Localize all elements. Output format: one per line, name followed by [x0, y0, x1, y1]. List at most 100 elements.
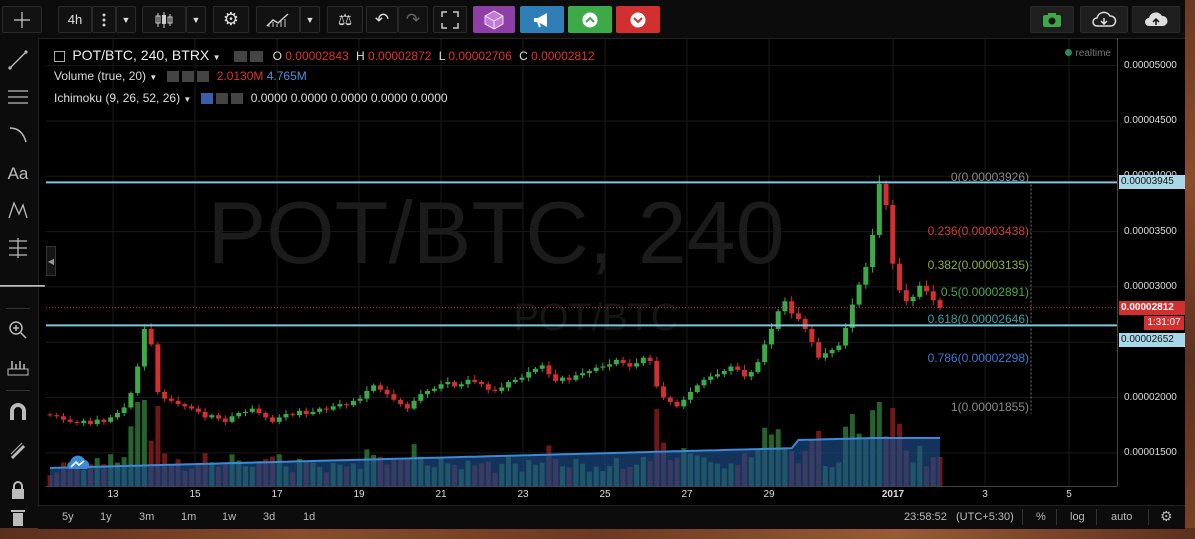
- candle: [627, 363, 633, 367]
- redo-button[interactable]: ↷: [398, 6, 428, 33]
- percent-toggle[interactable]: %: [1036, 511, 1046, 523]
- zoom-tool[interactable]: [4, 316, 32, 344]
- eye-icon[interactable]: [166, 71, 179, 83]
- candle: [465, 379, 471, 385]
- settings-button[interactable]: ⚙: [213, 6, 249, 33]
- chevron-down-icon[interactable]: ▼: [149, 73, 158, 82]
- candle: [317, 408, 323, 412]
- buy-button[interactable]: [568, 6, 612, 33]
- candle: [917, 285, 923, 297]
- settings-icon[interactable]: [250, 51, 264, 63]
- price-tick: 0.00004500: [1124, 114, 1177, 126]
- time-tick: 3: [982, 489, 988, 500]
- measure-tool[interactable]: [4, 354, 32, 382]
- close-icon[interactable]: [231, 93, 244, 105]
- candle: [802, 318, 808, 329]
- chart-style-button[interactable]: [142, 6, 186, 33]
- trash-icon: [11, 510, 25, 526]
- low-value: 0.00002706: [448, 49, 512, 63]
- range-3m[interactable]: 3m: [139, 511, 155, 523]
- crosshair-button[interactable]: [2, 6, 42, 33]
- settings-icon[interactable]: [216, 93, 229, 105]
- trash-tool[interactable]: [4, 508, 32, 526]
- range-1w[interactable]: 1w: [222, 511, 237, 523]
- candle: [155, 344, 161, 392]
- price-axis[interactable]: 0.000050000.000045000.000040000.00003500…: [1117, 38, 1186, 486]
- ichimoku-legend: Ichimoku (9, 26, 52, 26) ▼ 0.0000 0.0000…: [54, 91, 448, 105]
- snapshot-button[interactable]: [1030, 6, 1074, 33]
- price-label-top-line: 0.00003945: [1119, 175, 1185, 190]
- candle: [640, 357, 646, 364]
- candle: [357, 398, 363, 401]
- eye-icon[interactable]: [233, 51, 247, 63]
- candle: [189, 406, 195, 409]
- realtime-label: realtime: [1075, 48, 1111, 59]
- interval-dropdown[interactable]: ▼: [116, 6, 136, 33]
- ichimoku-values: 0.0000 0.0000 0.0000 0.0000 0.0000: [250, 91, 448, 105]
- pencil-tool[interactable]: [4, 436, 32, 464]
- candle: [930, 291, 936, 301]
- range-1m[interactable]: 1m: [181, 511, 197, 523]
- magnet-tool[interactable]: [4, 398, 32, 426]
- symbol-label[interactable]: POT/BTC, 240, BTRX: [72, 47, 210, 63]
- chart-logo: [64, 455, 92, 476]
- compare-button[interactable]: ⚖: [327, 6, 363, 33]
- indicators-button[interactable]: [256, 6, 300, 33]
- chart-pane[interactable]: POT/BTC, 240 POT/BTC POT/BTC, 240, BTRX …: [46, 38, 1117, 486]
- chevron-down-icon[interactable]: ▼: [212, 53, 221, 62]
- gear-icon[interactable]: ⚙: [1160, 508, 1173, 524]
- pattern-tool[interactable]: [4, 196, 32, 224]
- save-chart-button[interactable]: [1132, 6, 1180, 33]
- announce-button[interactable]: [520, 6, 564, 33]
- main-series-legend: POT/BTC, 240, BTRX ▼ O 0.00002843 H 0.00…: [54, 47, 595, 63]
- chevron-down-icon: ▼: [305, 14, 315, 25]
- fullscreen-button[interactable]: [433, 6, 467, 33]
- range-5y[interactable]: 5y: [62, 511, 74, 523]
- more-button[interactable]: [92, 6, 116, 33]
- arrow-left-icon: 🡐: [0, 273, 48, 298]
- sell-button[interactable]: [616, 6, 660, 33]
- candles: [47, 175, 943, 427]
- interval-button[interactable]: 4h: [58, 6, 92, 33]
- horizontal-lines-tool[interactable]: [4, 83, 32, 111]
- arc-tool[interactable]: [4, 120, 32, 148]
- chevron-down-icon[interactable]: ▼: [183, 95, 192, 104]
- candle: [485, 384, 491, 390]
- settings-icon[interactable]: [182, 71, 194, 83]
- close-icon[interactable]: [197, 71, 210, 83]
- cube-button[interactable]: [473, 6, 515, 33]
- candle: [795, 313, 801, 319]
- price-chart[interactable]: POT/BTC, 240 POT/BTC: [46, 38, 1117, 486]
- load-chart-button[interactable]: [1080, 6, 1128, 33]
- candle: [553, 374, 559, 381]
- auto-toggle[interactable]: auto: [1111, 511, 1133, 523]
- candle: [721, 370, 727, 375]
- ichimoku-label[interactable]: Ichimoku (9, 26, 52, 26): [54, 91, 181, 105]
- candle: [330, 406, 336, 410]
- cube-icon: [484, 10, 504, 29]
- candle: [903, 290, 909, 302]
- lock-tool[interactable]: [4, 476, 32, 504]
- candles-icon: [155, 11, 173, 28]
- eye-icon[interactable]: [200, 93, 213, 105]
- time-axis[interactable]: 13 15 17 19 21 23 25 27 29 2017 3 5: [46, 486, 1117, 505]
- fib-tool[interactable]: [4, 234, 32, 262]
- candle: [849, 304, 855, 328]
- candle: [135, 366, 141, 394]
- text-tool[interactable]: Aa: [7, 164, 29, 183]
- log-toggle[interactable]: log: [1070, 511, 1085, 523]
- back-tool[interactable]: 🡐: [0, 272, 48, 300]
- range-1y[interactable]: 1y: [100, 511, 112, 523]
- trendline-tool[interactable]: [4, 46, 32, 74]
- collapse-toolbar-handle[interactable]: ◀: [46, 246, 56, 276]
- candle: [667, 397, 673, 402]
- legend-collapse-icon[interactable]: [54, 51, 65, 63]
- range-1d[interactable]: 1d: [303, 511, 316, 523]
- range-3d[interactable]: 3d: [263, 511, 276, 523]
- timezone[interactable]: (UTC+5:30): [956, 511, 1014, 523]
- volume-label[interactable]: Volume (true, 20): [54, 69, 147, 83]
- chart-style-dropdown[interactable]: ▼: [186, 6, 206, 33]
- indicators-dropdown[interactable]: ▼: [300, 6, 320, 33]
- undo-button[interactable]: ↶: [366, 6, 398, 33]
- price-tick: 0.00003000: [1124, 280, 1177, 292]
